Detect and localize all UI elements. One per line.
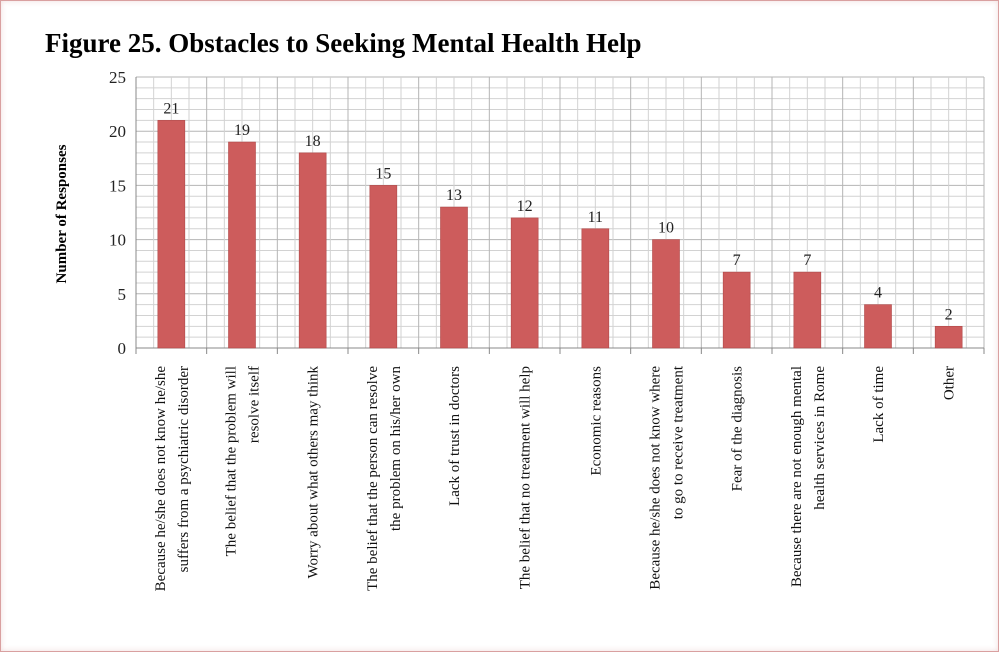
x-tick-label: Worry about what others may think	[306, 366, 322, 579]
data-label: 10	[658, 220, 674, 237]
data-label: 18	[305, 133, 321, 150]
bar	[440, 206, 468, 349]
bar	[864, 304, 892, 349]
x-tick-label: Economic reasons	[588, 366, 604, 476]
x-tick-label: Because he/she does not know where to go …	[648, 365, 687, 590]
x-tick-label-line: Lack of time	[871, 366, 887, 443]
x-tick-label: Because there are not enough mental healt…	[789, 366, 828, 587]
data-label: 7	[733, 252, 741, 269]
x-tick-label: The belief that no treatment will help	[518, 366, 534, 589]
bar	[581, 228, 610, 349]
y-axis-label: Number of Responses	[54, 144, 70, 283]
x-tick-label: Fear of the diagnosis	[730, 366, 746, 492]
data-label: 2	[945, 306, 953, 323]
x-tick-label-line: The belief that the problem will	[224, 366, 240, 556]
bar	[722, 271, 751, 349]
x-tick-label-line: Economic reasons	[588, 366, 604, 476]
y-tick-label: 25	[109, 68, 126, 87]
y-tick-labels: 0 5 10 15 20 25	[109, 68, 126, 358]
bar	[652, 239, 680, 349]
data-label: 13	[446, 187, 462, 204]
y-tick-label: 0	[118, 339, 127, 358]
x-tick-label: Because he/she does not know he/she suffe…	[153, 366, 192, 592]
data-label: 11	[588, 209, 603, 226]
data-label: 19	[234, 122, 250, 139]
x-tick-label-line: Worry about what others may think	[306, 366, 322, 579]
data-label: 21	[163, 100, 179, 117]
x-tick-label-line: The belief that no treatment will help	[518, 366, 534, 589]
x-tick-label-line: to go to receive treatment	[671, 365, 687, 519]
y-tick-label: 20	[109, 122, 126, 141]
bars	[157, 120, 963, 349]
data-label: 7	[803, 252, 811, 269]
x-tick-label-line: health services in Rome	[812, 366, 828, 510]
x-tick-label-line: Because he/she does not know where	[648, 366, 664, 590]
chart-title: Figure 25. Obstacles to Seeking Mental H…	[45, 28, 641, 58]
y-tick-label: 15	[109, 176, 126, 195]
y-tick-label: 10	[109, 231, 126, 250]
value-labels: 21 19 18 15 13 12 11 10 7 7 4 2	[163, 100, 952, 323]
x-tick-label: Other	[942, 366, 958, 400]
x-tick-label: The belief that the problem will resolve …	[224, 366, 263, 556]
category-labels: Because he/she does not know he/she suffe…	[153, 365, 958, 591]
data-label: 12	[517, 198, 533, 215]
bar	[157, 120, 186, 349]
x-tick-label: Lack of trust in doctors	[447, 366, 463, 506]
x-tick-label-line: resolve itself	[247, 366, 263, 443]
x-tick-label: Lack of time	[871, 366, 887, 443]
bar	[369, 185, 398, 349]
bar	[298, 152, 327, 349]
x-tick-label-line: Because there are not enough mental	[789, 366, 805, 587]
x-tick-label-line: suffers from a psychiatric disorder	[176, 366, 192, 572]
x-tick-label-line: Because he/she does not know he/she	[153, 366, 169, 592]
x-tick-label-line: The belief that the person can resolve	[365, 366, 381, 591]
x-tick-label-line: Fear of the diagnosis	[730, 366, 746, 492]
x-tick-label-line: Other	[942, 366, 958, 400]
data-label: 15	[375, 165, 391, 182]
bar	[793, 271, 822, 349]
bar	[510, 217, 539, 349]
data-label: 4	[874, 285, 882, 302]
grid	[135, 76, 985, 354]
y-tick-label: 5	[118, 285, 127, 304]
bar	[934, 326, 963, 349]
x-tick-label-line: the problem on his/her own	[388, 366, 404, 531]
x-tick-label: The belief that the person can resolve th…	[365, 366, 404, 591]
bar	[228, 141, 256, 349]
x-tick-label-line: Lack of trust in doctors	[447, 366, 463, 506]
